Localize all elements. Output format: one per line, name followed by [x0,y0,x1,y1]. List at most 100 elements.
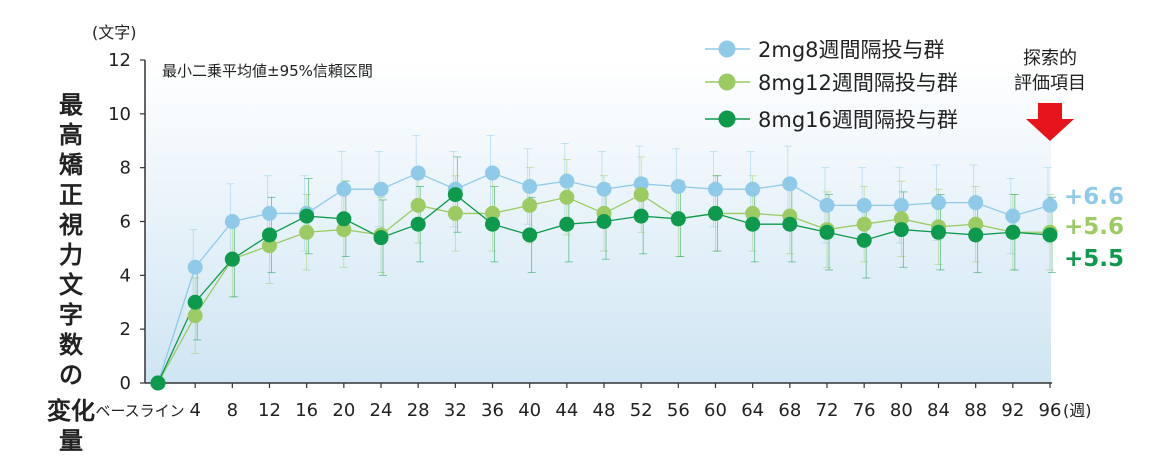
data-point-series-3 [485,216,500,232]
x-tick-label: 56 [667,400,690,421]
y-tick-label: 2 [120,319,131,340]
legend-label-8mg16: 8mg16週間隔投与群 [758,108,958,132]
data-point-series-3 [1042,227,1058,243]
end-label-2mg8: +6.6 [1064,184,1124,210]
x-tick-label: 68 [778,400,801,421]
x-tick-labels: ベースライン 4 8 12 16 20 24 28 32 36 40 44 48 52 56 60 64 68 72… [95,400,1061,421]
x-tick-label: 72 [816,400,839,421]
data-point-series-1 [670,179,686,195]
data-point-series-3 [633,208,649,224]
x-tick-label: 20 [332,400,355,421]
data-point-series-1 [187,259,203,275]
y-tick-label: 0 [120,373,131,394]
y-axis-title-line-1: 最高矯正視力文字数の [59,91,83,389]
data-point-series-3 [893,222,909,238]
data-point-series-1 [782,176,798,192]
x-tick-label: 12 [258,400,281,421]
data-point-series-1 [596,181,612,197]
data-point-series-1 [1042,197,1058,213]
data-point-series-2 [559,189,575,205]
x-tick-label: 60 [704,400,727,421]
y-tick-label: 12 [108,50,131,71]
data-point-series-1 [819,197,835,213]
data-point-series-3 [187,294,203,310]
data-point-series-1 [931,195,946,211]
x-tick-label: 76 [853,400,876,421]
data-point-series-1 [1005,208,1021,224]
legend-item-8mg12: 8mg12週間隔投与群 [705,71,958,95]
data-point-series-3 [447,187,463,203]
x-tick-label: 48 [593,400,616,421]
data-point-series-1 [745,181,761,197]
data-point-series-2 [856,216,872,232]
y-axis-title: 最高矯正視力文字数の 変化量 [36,90,106,456]
data-point-series-3 [1005,224,1021,240]
y-unit-label: (文字) [92,23,137,42]
data-point-series-3 [782,216,798,232]
legend-label-2mg8: 2mg8週間隔投与群 [758,38,945,62]
legend: 2mg8週間隔投与群 8mg12週間隔投与群 8mg16週間隔投与群 [705,38,958,132]
data-point-series-2 [336,222,352,238]
data-point-series-3 [224,251,240,267]
y-tick-label: 8 [120,158,131,179]
end-label-8mg16: +5.5 [1064,246,1124,272]
data-point-series-3 [522,227,538,243]
data-point-series-3 [336,211,352,227]
data-point-series-3 [410,216,426,232]
x-tick-label: 64 [741,400,764,421]
data-point-series-1 [856,197,872,213]
data-point-series-3 [262,227,277,243]
data-point-series-3 [299,208,315,224]
data-point-series-1 [633,176,649,192]
data-point-series-3 [559,216,575,232]
data-point-series-1 [708,181,723,197]
data-point-series-2 [262,238,277,254]
x-unit-label: (週) [1063,401,1092,420]
y-tick-labels: 0 2 4 6 8 10 12 [108,50,131,394]
series-points [150,165,1058,391]
data-point-baseline [150,375,166,391]
x-tick-label: 32 [444,400,467,421]
data-point-series-2 [633,187,649,203]
y-tick-label: 6 [120,212,131,233]
x-tick-label: 92 [1001,400,1024,421]
x-tick-label: 44 [555,400,578,421]
x-tick-label: 40 [518,400,541,421]
x-tick-label: ベースライン [95,402,184,420]
legend-item-8mg16: 8mg16週間隔投与群 [705,108,958,132]
data-point-series-1 [373,181,389,197]
data-point-series-2 [893,211,909,227]
data-point-series-1 [485,165,500,181]
ci-note: 最小二乗平均値±95%信頼区間 [162,62,373,80]
x-tick-label: 28 [407,400,430,421]
exploratory-endpoint-annotation: 探索的 評価項目 [1014,48,1086,141]
data-point-series-2 [187,308,203,324]
data-point-series-3 [931,224,946,240]
x-tick-label: 36 [481,400,504,421]
data-point-series-3 [856,232,872,248]
data-point-series-1 [893,197,909,213]
data-point-series-3 [373,230,389,246]
data-point-series-3 [745,216,761,232]
data-point-series-1 [410,165,426,181]
annotation-line-2: 評価項目 [1014,73,1086,94]
data-point-series-2 [745,205,761,221]
data-point-series-1 [559,173,575,189]
data-point-series-1 [968,195,984,211]
x-tick-label: 52 [630,400,653,421]
x-tick-label: 88 [964,400,987,421]
x-tick-label: 80 [890,400,913,421]
data-point-series-3 [670,211,686,227]
data-point-series-1 [262,205,277,221]
x-tick-label: 16 [295,400,318,421]
annotation-line-1: 探索的 [1023,48,1077,69]
x-tick-label: 84 [927,400,950,421]
x-tick-label: 96 [1039,400,1062,421]
data-point-series-3 [596,214,612,229]
data-point-series-3 [968,227,984,243]
data-point-series-1 [224,214,240,229]
y-tick-label: 4 [120,265,131,286]
y-tick-label: 10 [108,104,131,125]
x-tick-label: 8 [227,400,238,421]
down-arrow-icon [1026,103,1074,141]
